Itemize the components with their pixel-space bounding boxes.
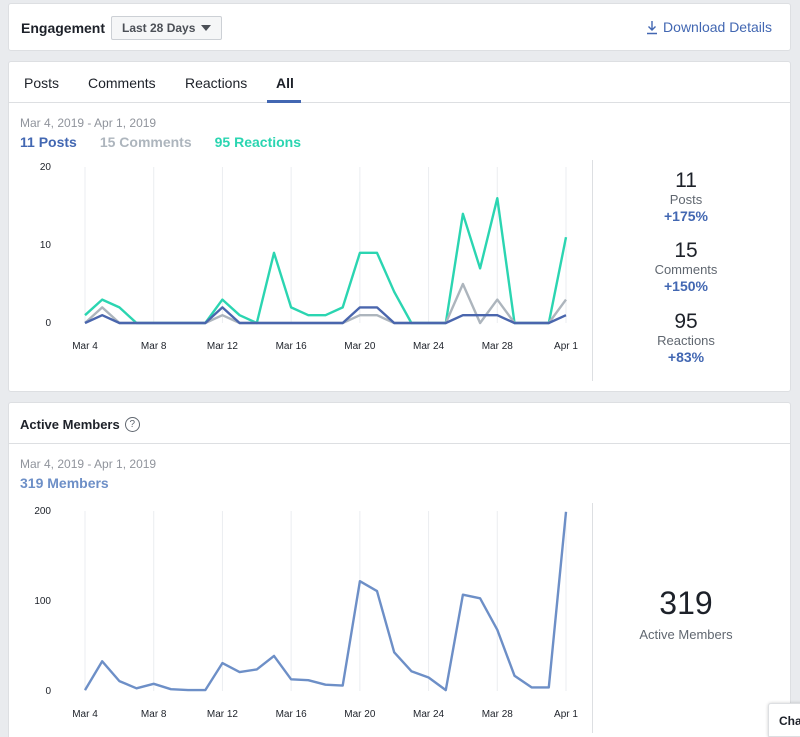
x-tick-label: Mar 8 (141, 341, 167, 352)
y-tick-label: 20 (40, 162, 52, 173)
caret-down-icon (201, 25, 212, 31)
download-details-link[interactable]: Download Details (646, 19, 772, 35)
stat-reactions: 95 Reactions +83% (611, 311, 761, 366)
date-range-dropdown[interactable]: Last 28 Days (111, 16, 223, 40)
legend-comments[interactable]: 15 Comments (99, 134, 192, 150)
stat-comments-value: 15 (674, 239, 698, 262)
engagement-legend: 11 Posts 15 Comments 95 Reactions (20, 134, 301, 150)
x-tick-label: Mar 24 (413, 341, 445, 352)
engagement-date-range: Mar 4, 2019 - Apr 1, 2019 (20, 116, 157, 130)
legend-posts[interactable]: 11 Posts (20, 134, 77, 150)
engagement-card: Posts Comments Reactions All Mar 4, 2019… (8, 61, 791, 392)
x-tick-label: Mar 28 (482, 709, 514, 720)
active-members-label: Active Members (639, 627, 733, 642)
stat-comments-label: Comments (654, 262, 718, 277)
x-tick-label: Mar 28 (482, 341, 514, 352)
date-range-label: Last 28 Days (122, 21, 196, 35)
x-tick-label: Mar 12 (207, 341, 239, 352)
x-tick-label: Mar 20 (344, 341, 376, 352)
y-tick-label: 100 (34, 596, 51, 607)
engagement-title: Engagement (21, 20, 106, 36)
active-members-value: 319 (659, 585, 713, 621)
stat-reactions-value: 95 (674, 310, 698, 333)
active-members-header: Active Members ? (9, 403, 790, 444)
y-tick-label: 0 (45, 686, 51, 697)
y-tick-label: 200 (34, 506, 51, 517)
legend-members[interactable]: 319 Members (20, 475, 109, 491)
stat-posts-label: Posts (669, 192, 703, 207)
download-label: Download Details (663, 19, 772, 35)
chat-tab[interactable]: Cha (768, 703, 800, 737)
stat-posts-value: 11 (675, 169, 697, 192)
stat-reactions-label: Reactions (657, 333, 715, 348)
members-date-range: Mar 4, 2019 - Apr 1, 2019 (20, 457, 157, 471)
stat-posts-change: +175% (664, 208, 708, 224)
x-tick-label: Apr 1 (554, 709, 578, 720)
tab-reactions[interactable]: Reactions (185, 75, 248, 91)
y-tick-label: 0 (45, 318, 51, 329)
tab-posts[interactable]: Posts (24, 75, 60, 91)
x-tick-label: Mar 16 (276, 341, 308, 352)
x-tick-label: Mar 20 (344, 709, 376, 720)
engagement-chart: Mar 4 Mar 8 Mar 12 Mar 16 Mar 20 Mar 24 Mar 28… (40, 162, 579, 352)
download-icon (647, 20, 658, 34)
legend-reactions[interactable]: 95 Reactions (214, 134, 302, 150)
engagement-header: Engagement Last 28 Days Download Details (8, 3, 791, 51)
x-tick-label: Mar 24 (413, 709, 445, 720)
tab-all[interactable]: All (276, 75, 294, 91)
stat-posts: 11 Posts +175% (611, 170, 761, 225)
members-legend: 319 Members (20, 475, 109, 491)
series-line-comments (84, 282, 567, 325)
active-members-title: Active Members ? (20, 417, 140, 432)
chart-divider (592, 160, 593, 381)
x-tick-label: Apr 1 (554, 341, 578, 352)
stat-comments: 15 Comments +150% (611, 240, 761, 295)
x-tick-label: Mar 4 (72, 709, 98, 720)
y-tick-label: 10 (40, 240, 52, 251)
tab-comments[interactable]: Comments (88, 75, 156, 91)
question-circle-icon[interactable]: ? (124, 417, 140, 432)
stat-reactions-change: +83% (667, 349, 705, 365)
active-members-card: Active Members ? Mar 4, 2019 - Apr 1, 20… (8, 402, 791, 737)
x-tick-label: Mar 8 (141, 709, 167, 720)
x-tick-label: Mar 12 (207, 709, 239, 720)
engagement-tabs: Posts Comments Reactions All (9, 62, 790, 103)
members-chart-divider (592, 503, 593, 733)
x-tick-label: Mar 16 (276, 709, 308, 720)
series-line-members (83, 511, 568, 692)
active-members-chart: Mar 4 Mar 8 Mar 12 Mar 16 Mar 20 Mar 24 Mar 28… (34, 506, 578, 720)
active-members-title-text: Active Members (20, 417, 120, 432)
series-line-posts (84, 306, 567, 325)
active-tab-indicator (267, 100, 301, 103)
x-tick-label: Mar 4 (72, 341, 98, 352)
stat-comments-change: +150% (664, 278, 708, 294)
